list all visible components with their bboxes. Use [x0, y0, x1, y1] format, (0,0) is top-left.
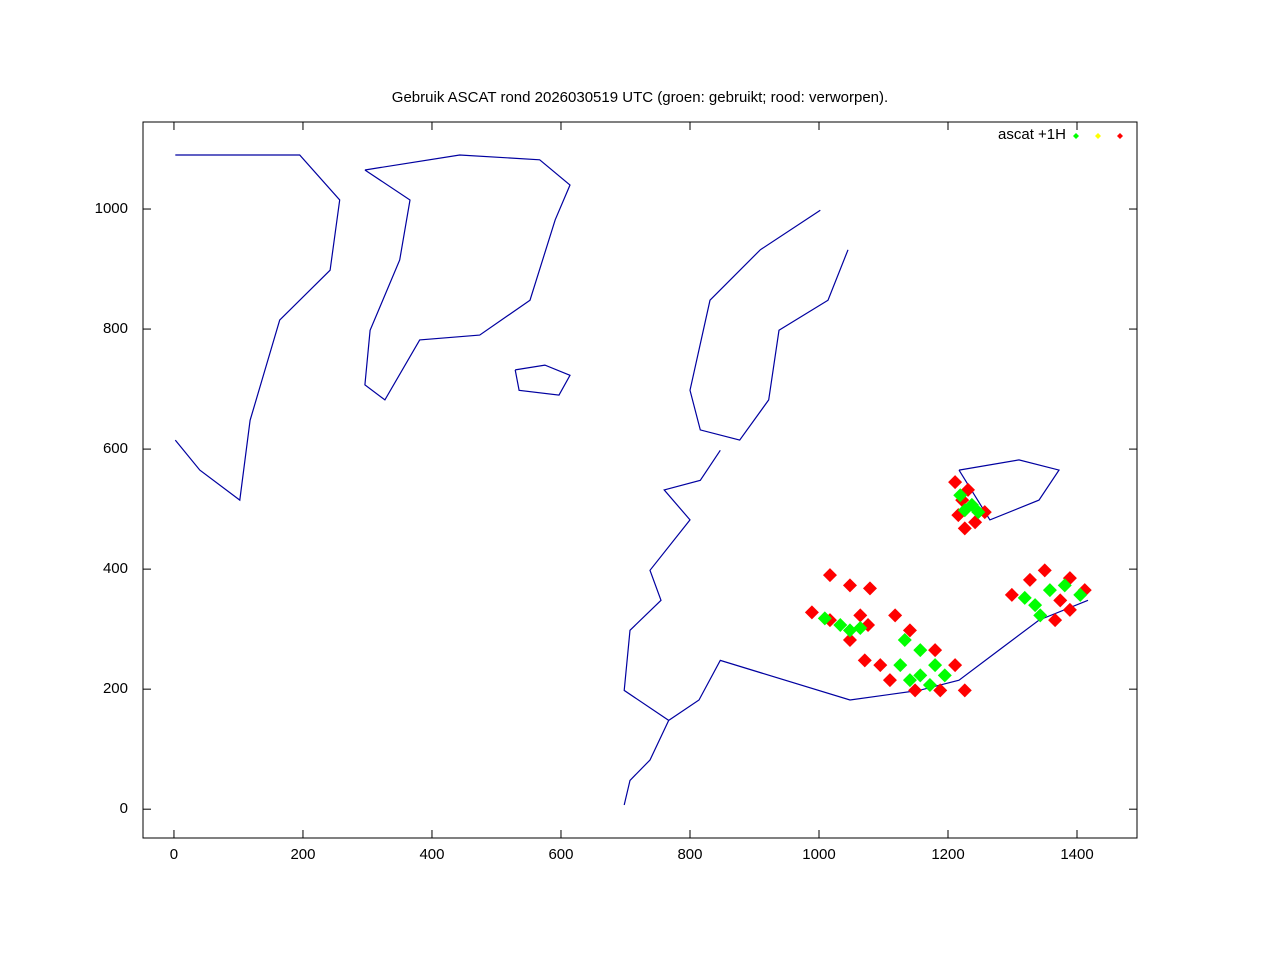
- point: [957, 521, 972, 536]
- point: [957, 503, 972, 518]
- point: [902, 623, 917, 638]
- point: [913, 668, 928, 683]
- point: [842, 578, 857, 593]
- x-tick-label: 800: [677, 846, 702, 863]
- point: [1033, 608, 1048, 623]
- point: [971, 505, 986, 520]
- point: [913, 643, 928, 658]
- legend-marker: [1095, 133, 1101, 139]
- x-tick-label: 0: [170, 846, 178, 863]
- point: [922, 677, 937, 692]
- point: [842, 632, 857, 647]
- x-tick-label: 1000: [802, 846, 835, 863]
- point: [953, 488, 968, 503]
- point: [817, 611, 832, 626]
- point: [873, 658, 888, 673]
- point: [937, 668, 952, 683]
- y-tick-label: 0: [120, 800, 128, 817]
- chart-title: Gebruik ASCAT rond 2026030519 UTC (groen…: [392, 89, 888, 106]
- point: [902, 673, 917, 688]
- point: [1037, 563, 1052, 578]
- point: [1004, 587, 1019, 602]
- point: [897, 632, 912, 647]
- point: [928, 658, 943, 673]
- x-tick-label: 200: [290, 846, 315, 863]
- point: [1028, 598, 1043, 613]
- point: [822, 568, 837, 583]
- point: [882, 673, 897, 688]
- point: [1062, 602, 1077, 617]
- point: [908, 683, 923, 698]
- point: [862, 581, 877, 596]
- x-tick-label: 400: [419, 846, 444, 863]
- y-tick-label: 200: [103, 680, 128, 697]
- point: [842, 623, 857, 638]
- point: [893, 658, 908, 673]
- point: [833, 617, 848, 632]
- point: [1017, 590, 1032, 605]
- point: [804, 605, 819, 620]
- point: [1053, 593, 1068, 608]
- point: [888, 608, 903, 623]
- point: [853, 608, 868, 623]
- point: [1048, 613, 1063, 628]
- point: [1057, 578, 1072, 593]
- x-tick-label: 1400: [1060, 846, 1093, 863]
- point: [1022, 572, 1037, 587]
- y-tick-label: 1000: [95, 200, 128, 217]
- y-tick-label: 600: [103, 440, 128, 457]
- plot-frame: [142, 121, 1138, 839]
- point: [948, 475, 963, 490]
- y-tick-label: 400: [103, 560, 128, 577]
- point: [948, 658, 963, 673]
- point: [957, 683, 972, 698]
- legend-marker: [1117, 133, 1123, 139]
- legend-marker: [1073, 133, 1079, 139]
- point: [1042, 583, 1057, 598]
- point: [853, 620, 868, 635]
- point: [933, 683, 948, 698]
- point: [928, 643, 943, 658]
- x-tick-label: 1200: [931, 846, 964, 863]
- y-tick-label: 800: [103, 320, 128, 337]
- point: [857, 653, 872, 668]
- legend-label: ascat +1H: [998, 126, 1066, 143]
- x-tick-label: 600: [548, 846, 573, 863]
- coastline: [174, 154, 1089, 806]
- point: [1073, 587, 1088, 602]
